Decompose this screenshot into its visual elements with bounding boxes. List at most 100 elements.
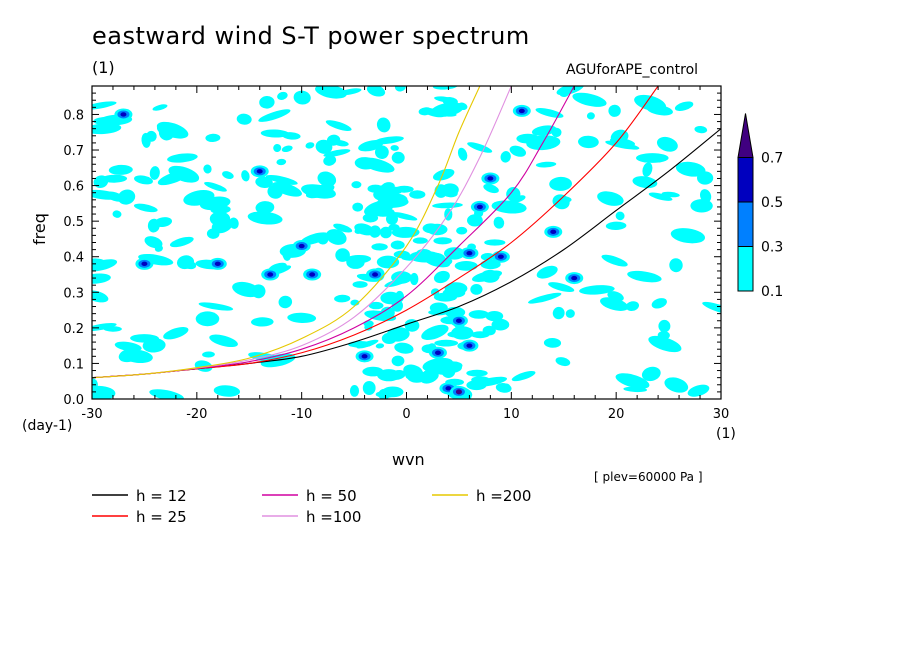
contour-cell bbox=[471, 376, 490, 384]
contour-cell bbox=[380, 306, 395, 319]
contour-cell bbox=[255, 176, 273, 188]
contour-cell bbox=[625, 301, 640, 311]
contour-cell bbox=[390, 240, 405, 250]
contour-cell bbox=[323, 149, 351, 157]
contour-cell bbox=[642, 162, 653, 177]
contour-cell bbox=[648, 192, 673, 201]
contour-cell bbox=[432, 202, 463, 209]
contour-cell bbox=[432, 168, 455, 181]
x-tick-label: 0 bbox=[402, 407, 410, 422]
contour-cell bbox=[213, 385, 241, 397]
x-tick-label: 20 bbox=[608, 407, 625, 422]
colorbar-label: 0.5 bbox=[761, 195, 783, 211]
contour-cell bbox=[209, 334, 238, 348]
contour-cell bbox=[466, 369, 488, 377]
contour-cell bbox=[371, 243, 388, 251]
contour-cell bbox=[416, 249, 432, 257]
contour-cell bbox=[251, 317, 274, 327]
contour-cell bbox=[381, 332, 397, 344]
contour-cell bbox=[556, 86, 584, 96]
contour-cell bbox=[152, 104, 168, 111]
contour-cell bbox=[92, 290, 109, 303]
contour-cell bbox=[535, 107, 564, 118]
contour-cell bbox=[236, 113, 252, 125]
contour-cell bbox=[658, 319, 671, 333]
y-tick-label: 0.1 bbox=[63, 357, 84, 372]
contour-cell-peak bbox=[518, 108, 525, 114]
contour-cell bbox=[697, 171, 714, 185]
contour-cell bbox=[409, 190, 426, 199]
contour-cell bbox=[412, 237, 428, 244]
colorbar-label: 0.3 bbox=[761, 240, 783, 256]
contour-cell bbox=[198, 302, 234, 311]
contour-cell bbox=[373, 136, 404, 145]
colorbar: 0.1 0.3 0.5 0.7 bbox=[737, 113, 783, 300]
contour-cell bbox=[117, 189, 136, 205]
contour-cell bbox=[232, 281, 261, 298]
contour-cell bbox=[495, 383, 512, 393]
contour-cell bbox=[500, 151, 511, 163]
contour-cell bbox=[441, 361, 462, 373]
contour-cell bbox=[480, 259, 501, 270]
contour-cell-peak bbox=[434, 350, 441, 355]
contour-cell bbox=[552, 194, 570, 210]
contour-cell bbox=[543, 337, 562, 348]
contour-cell bbox=[134, 175, 153, 185]
contour-cell bbox=[648, 335, 682, 353]
contour-cell bbox=[375, 145, 389, 160]
y-tick-label: 0.6 bbox=[63, 180, 84, 195]
contour-cell bbox=[586, 112, 595, 120]
contour-cell bbox=[334, 294, 351, 303]
contour-cell bbox=[516, 133, 540, 144]
contour-cell bbox=[687, 384, 710, 397]
contour-cell bbox=[277, 91, 288, 100]
contour-cell bbox=[434, 339, 459, 347]
contour-cell bbox=[323, 155, 337, 166]
contour-cell bbox=[278, 295, 293, 309]
contour-cell bbox=[661, 191, 680, 198]
contour-cell bbox=[664, 377, 689, 393]
contour-cell bbox=[346, 255, 365, 269]
contour-cell-peak bbox=[214, 261, 221, 267]
colorbar-segment bbox=[737, 157, 754, 203]
contour-cell bbox=[108, 164, 133, 175]
contour-cell-peak bbox=[361, 354, 368, 359]
contour-cell bbox=[549, 176, 572, 191]
contour-cell bbox=[276, 158, 287, 166]
contour-cell bbox=[657, 330, 670, 340]
contour-cell bbox=[317, 171, 337, 187]
contour-cell bbox=[484, 239, 506, 246]
contour-cell bbox=[92, 123, 122, 135]
contour-cell bbox=[391, 355, 405, 367]
contour-cell bbox=[352, 281, 368, 288]
contour-cell bbox=[366, 86, 386, 97]
contour-cell bbox=[92, 101, 117, 110]
contour-cell-peak bbox=[256, 169, 263, 174]
contour-cell bbox=[379, 226, 392, 239]
contour-cell bbox=[149, 389, 184, 399]
contour-cell bbox=[203, 164, 212, 174]
contour-cell bbox=[205, 133, 221, 143]
contour-cell-peak bbox=[298, 243, 305, 249]
contour-cell bbox=[535, 161, 557, 168]
contour-cell bbox=[536, 265, 558, 279]
contour-cell bbox=[429, 302, 448, 314]
contour-cell bbox=[615, 373, 650, 389]
contour-cell bbox=[142, 338, 166, 353]
y-tick-label: 0.2 bbox=[63, 322, 84, 337]
contour-cell-peak bbox=[476, 204, 483, 210]
contour-cell bbox=[615, 211, 625, 221]
contour-cell bbox=[531, 125, 557, 136]
contour-cell bbox=[552, 306, 565, 320]
contour-cell bbox=[548, 282, 575, 293]
contour-cell bbox=[627, 270, 662, 283]
contour-cell bbox=[367, 184, 384, 193]
contour-cell bbox=[167, 153, 198, 163]
contour-cell-peak bbox=[466, 250, 473, 256]
contour-cell bbox=[391, 212, 418, 221]
x-axis: -30 -20 -10 0 10 20 30 bbox=[81, 86, 729, 422]
contour-cell bbox=[509, 145, 527, 157]
contour-cell bbox=[293, 90, 311, 105]
